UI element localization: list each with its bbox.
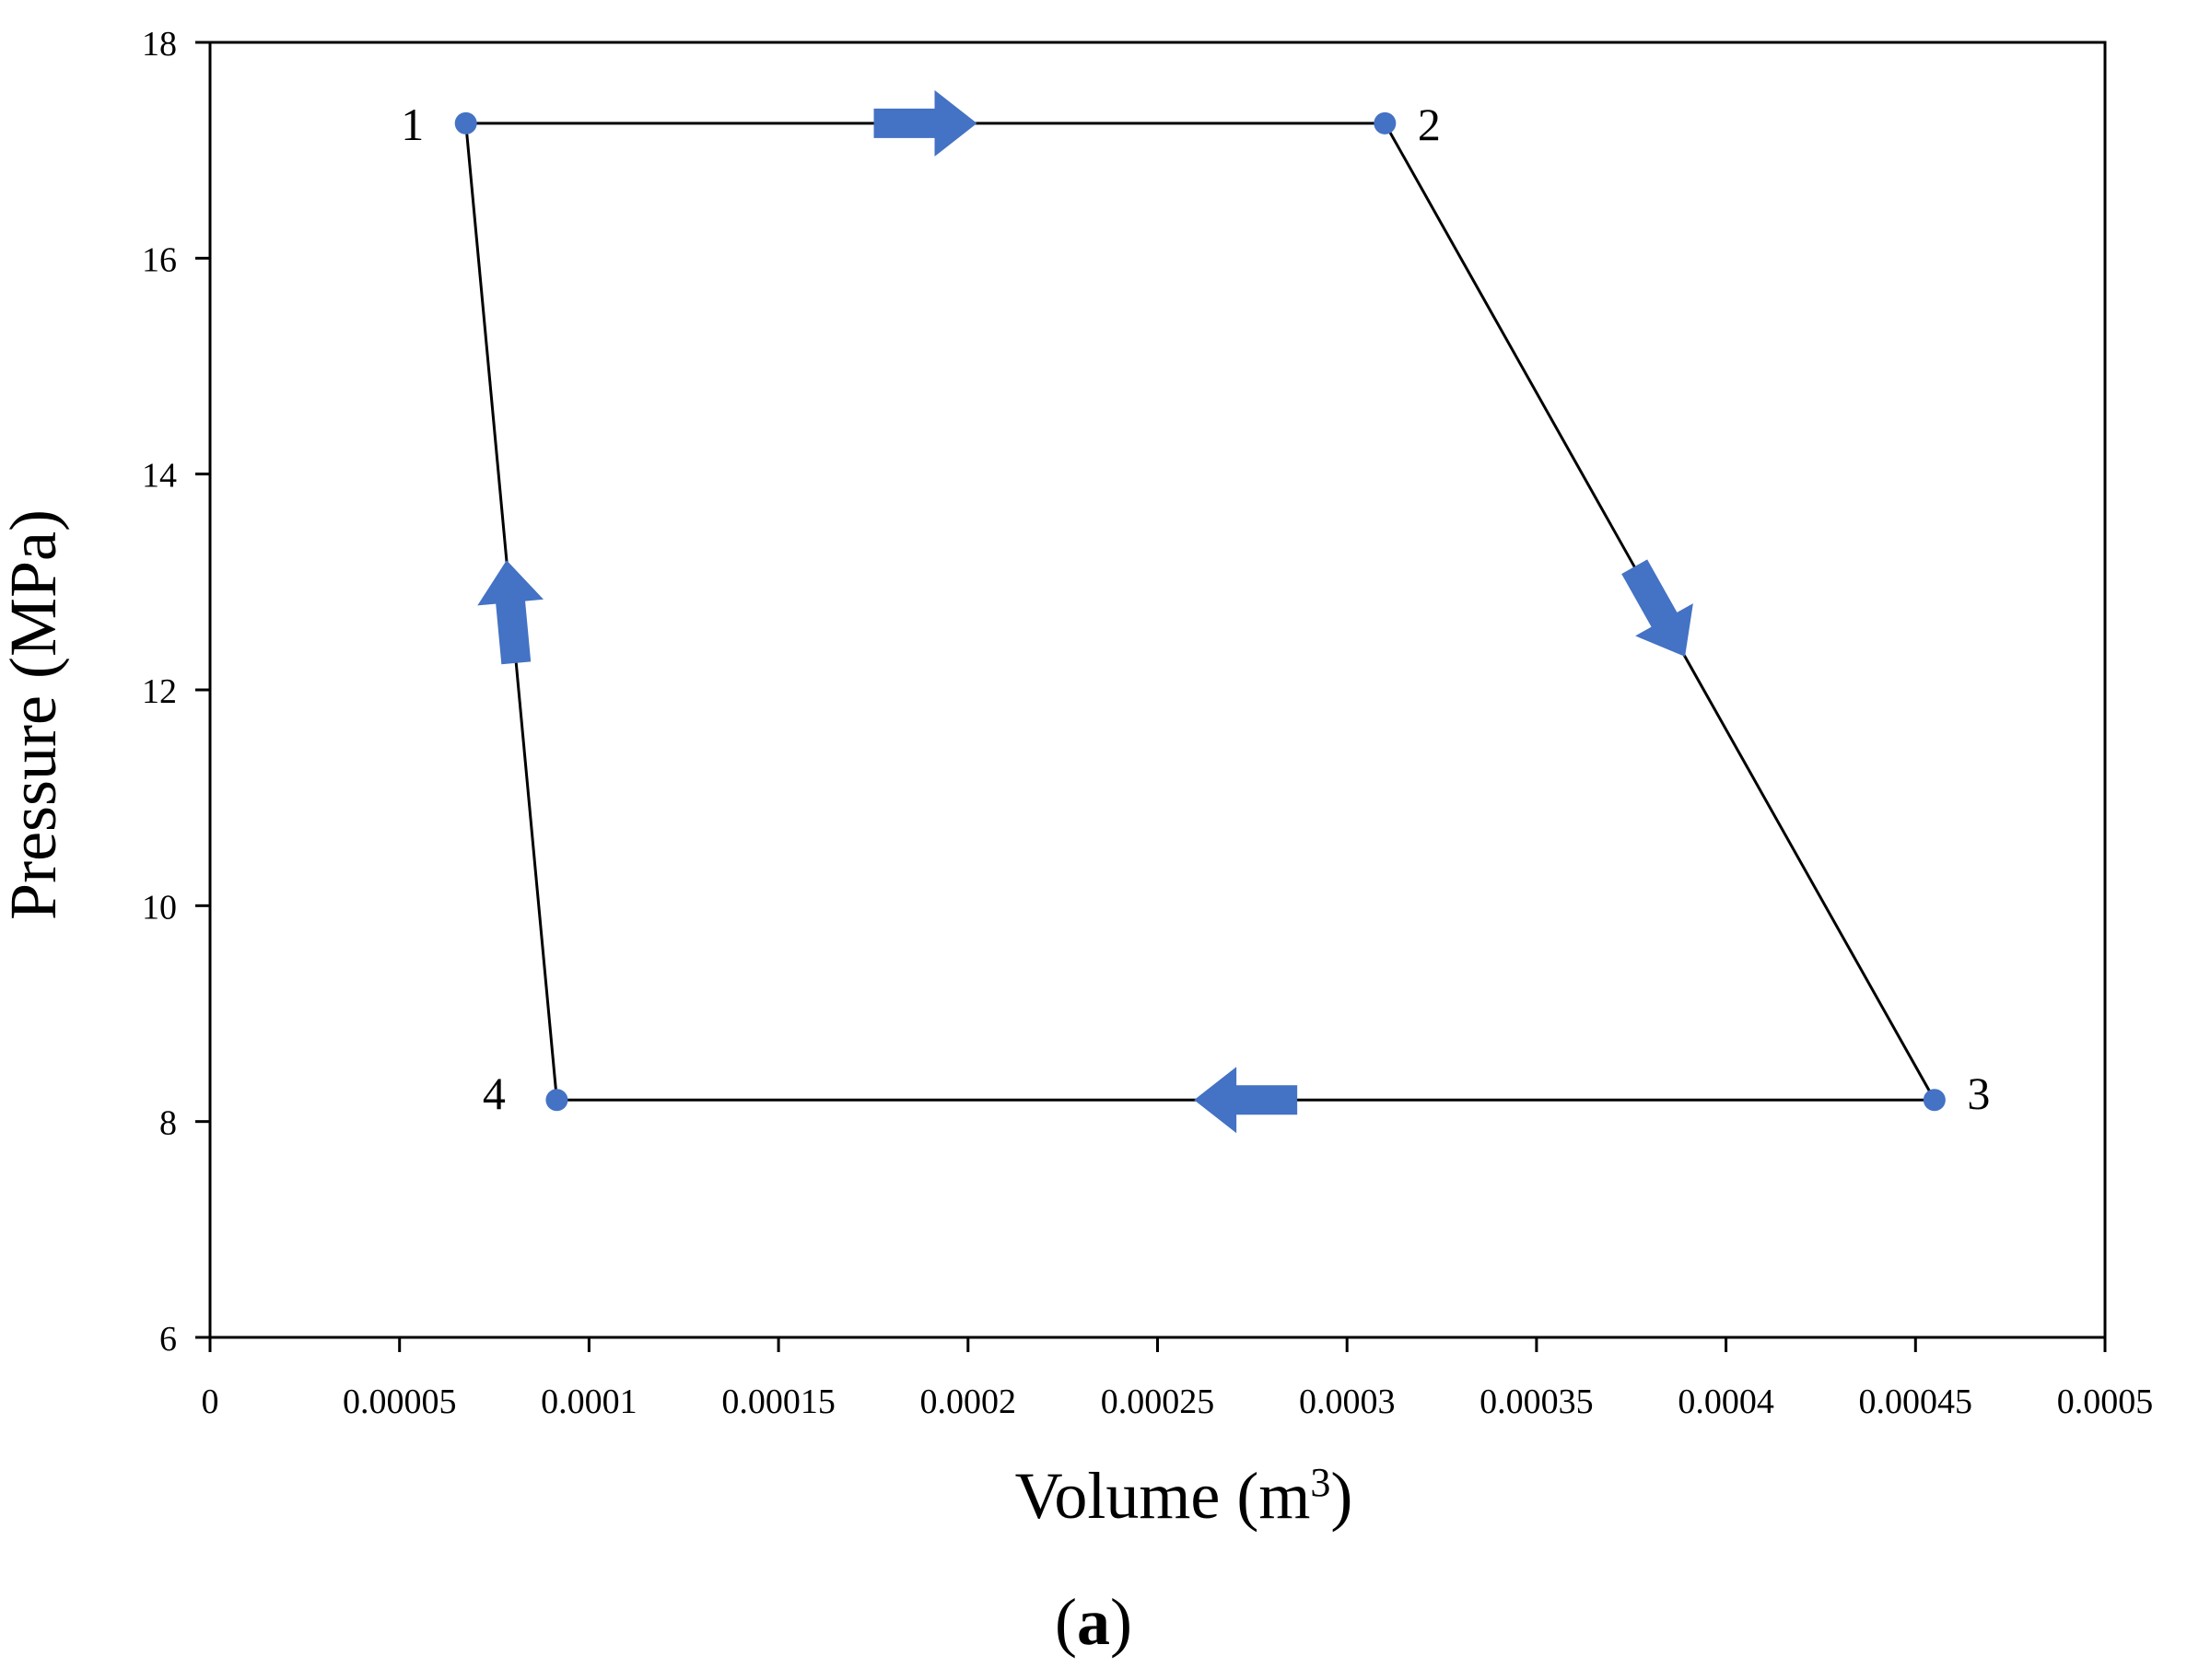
x-tick-label: 0.0004 [1678, 1382, 1774, 1421]
state-point-3 [1923, 1089, 1946, 1112]
direction-arrows [477, 89, 1693, 1134]
state-point-label: 1 [401, 99, 424, 150]
x-tick-label: 0.0003 [1299, 1382, 1396, 1421]
y-tick-label: 18 [142, 25, 177, 64]
x-tick-label: 0.00015 [721, 1382, 836, 1421]
state-points: 1 2 3 4 [401, 99, 1990, 1119]
x-tick-label: 0.00025 [1101, 1382, 1215, 1421]
direction-arrow-1-2 [873, 89, 977, 157]
x-tick-label: 0.0005 [2057, 1382, 2154, 1421]
chart-axes [208, 41, 2107, 1339]
x-tick-label: 0.00045 [1859, 1382, 1973, 1421]
state-point-2 [1374, 111, 1397, 134]
y-tick-label: 10 [142, 888, 177, 927]
cycle-series [464, 122, 1936, 1102]
state-point-4 [545, 1089, 568, 1112]
x-axis-title: Volume (m3) [1015, 1459, 1353, 1533]
direction-arrow-3-4 [1194, 1067, 1298, 1134]
y-tick-label: 6 [159, 1320, 177, 1359]
x-tick-label: 0.0001 [541, 1382, 637, 1421]
y-axis-ticks: 6 8 10 12 14 16 18 [142, 25, 210, 1359]
state-point-label: 4 [483, 1068, 506, 1119]
y-tick-label: 14 [142, 457, 177, 496]
direction-arrow-2-3 [1621, 559, 1693, 657]
x-tick-label: 0.00005 [343, 1382, 457, 1421]
direction-arrow-4-1 [477, 560, 544, 665]
panel-label: (a) [1055, 1585, 1132, 1659]
plot-frame [208, 41, 2107, 1339]
x-tick-label: 0 [202, 1382, 219, 1421]
state-point-1 [454, 111, 477, 134]
x-tick-label: 0.00035 [1479, 1382, 1594, 1421]
y-axis-title: Pressure (MPa) [0, 509, 70, 920]
state-point-label: 2 [1418, 99, 1441, 150]
x-axis-ticks: 0 0.00005 0.0001 0.00015 0.0002 0.00025 0.0003… [202, 1337, 2154, 1421]
y-tick-label: 12 [142, 672, 177, 711]
y-tick-label: 8 [159, 1104, 177, 1143]
state-point-label: 3 [1967, 1068, 1990, 1119]
x-tick-label: 0.0002 [920, 1382, 1017, 1421]
y-tick-label: 16 [142, 240, 177, 279]
